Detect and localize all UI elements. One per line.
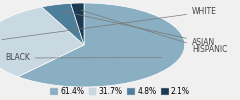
Text: BLACK: BLACK [5, 54, 162, 62]
Wedge shape [18, 3, 185, 87]
Wedge shape [42, 3, 84, 45]
Legend: 61.4%, 31.7%, 4.8%, 2.1%: 61.4%, 31.7%, 4.8%, 2.1% [50, 87, 190, 96]
Wedge shape [0, 7, 84, 77]
Text: ASIAN: ASIAN [63, 11, 215, 46]
Wedge shape [71, 3, 84, 45]
Text: HISPANIC: HISPANIC [81, 10, 227, 54]
Text: WHITE: WHITE [2, 8, 217, 40]
